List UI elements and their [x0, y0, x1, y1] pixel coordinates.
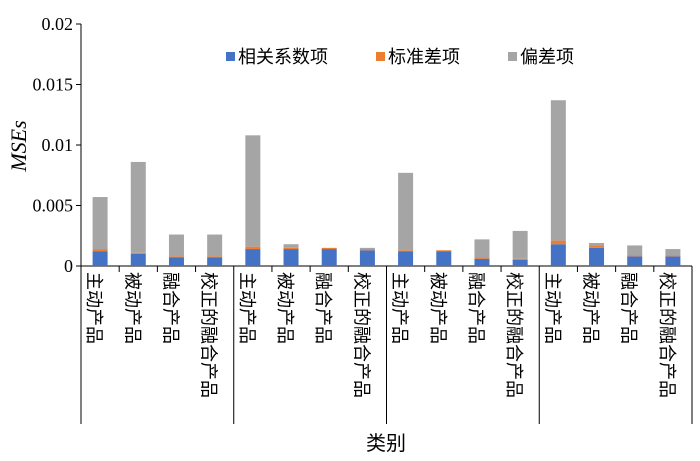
category-label: 主动产品: [236, 272, 257, 344]
bar-segment: [550, 240, 566, 245]
x-axis-label: 类别: [366, 431, 406, 455]
bar-segment: [359, 249, 375, 251]
bar-segment: [130, 252, 146, 254]
y-tick-label: 0.005: [33, 196, 74, 216]
y-tick-label: 0: [64, 256, 73, 276]
bar-segment: [130, 161, 146, 253]
bar-segment: [589, 243, 605, 246]
bar-segment: [398, 250, 414, 252]
bar-segment: [283, 244, 299, 248]
bar-segment: [627, 255, 643, 257]
bar-segment: [207, 256, 223, 258]
bar-segment: [627, 245, 643, 256]
legend-swatch: [226, 52, 235, 61]
bar-segment: [474, 239, 490, 258]
bar-segment: [321, 249, 337, 266]
y-axis-label: MSEs: [6, 120, 31, 172]
bar-segment: [359, 250, 375, 266]
bar-segment: [589, 245, 605, 248]
category-label: 被动产品: [580, 272, 601, 344]
bars: [92, 100, 681, 266]
bar-segment: [168, 234, 184, 257]
bar-segment: [283, 249, 299, 266]
bar-segment: [474, 257, 490, 259]
bar-segment: [550, 100, 566, 241]
category-label: 主动产品: [83, 272, 104, 344]
category-label: 校正的融合产品: [503, 272, 524, 398]
bar-segment: [550, 244, 566, 266]
category-label: 融合产品: [312, 272, 333, 344]
bar-segment: [398, 172, 414, 251]
bar-segment: [245, 135, 261, 247]
category-labels: 主动产品 被动产品 融合产品 校正的融合产品 主动产品 被动产品 融合产品 校正的融合产品 主动…: [83, 272, 677, 398]
category-label: 校正的融合产品: [656, 272, 677, 398]
bar-segment: [321, 247, 337, 250]
legend-label: 标准差项: [388, 47, 460, 68]
bar-segment: [245, 246, 261, 250]
bar-segment: [665, 255, 681, 257]
bar-segment: [168, 257, 184, 266]
legend-swatch: [376, 52, 385, 61]
category-label: 校正的融合产品: [350, 272, 371, 398]
y-tick-label: 0.015: [33, 75, 74, 95]
bar-segment: [512, 230, 528, 259]
bar-segment: [627, 256, 643, 266]
category-label: 主动产品: [389, 272, 410, 344]
category-label: 校正的融合产品: [198, 272, 219, 398]
category-label: 融合产品: [465, 272, 486, 344]
bar-segment: [207, 257, 223, 266]
bar-segment: [283, 247, 299, 250]
bar-segment: [665, 249, 681, 256]
bar-segment: [512, 259, 528, 266]
legend-label: 偏差项: [520, 47, 574, 68]
bar-segment: [92, 251, 108, 266]
bar-segment: [245, 249, 261, 266]
bar-segment: [168, 256, 184, 258]
legend: 相关系数项 标准差项 偏差项: [226, 47, 574, 68]
bar-segment: [398, 251, 414, 266]
bar-segment: [92, 197, 108, 250]
bar-segment: [207, 234, 223, 257]
bar-segment: [474, 258, 490, 266]
category-label: 融合产品: [159, 272, 180, 344]
bar-segment: [359, 247, 375, 250]
y-tick-label: 0.02: [42, 14, 74, 34]
axes: [76, 23, 693, 424]
legend-swatch: [508, 52, 517, 61]
bar-segment: [512, 258, 528, 260]
y-tick-label: 0.01: [42, 135, 74, 155]
bar-segment: [436, 250, 452, 252]
category-label: 被动产品: [121, 272, 142, 344]
bar-segment: [130, 253, 146, 266]
bar-segment: [92, 249, 108, 252]
y-tick-labels: 0 0.005 0.01 0.015 0.02: [33, 14, 74, 276]
category-label: 被动产品: [274, 272, 295, 344]
bar-segment: [665, 256, 681, 266]
category-label: 被动产品: [427, 272, 448, 344]
bar-segment: [436, 251, 452, 266]
category-label: 融合产品: [618, 272, 639, 344]
legend-label: 相关系数项: [238, 47, 328, 68]
category-label: 主动产品: [541, 272, 562, 344]
bar-segment: [589, 247, 605, 266]
